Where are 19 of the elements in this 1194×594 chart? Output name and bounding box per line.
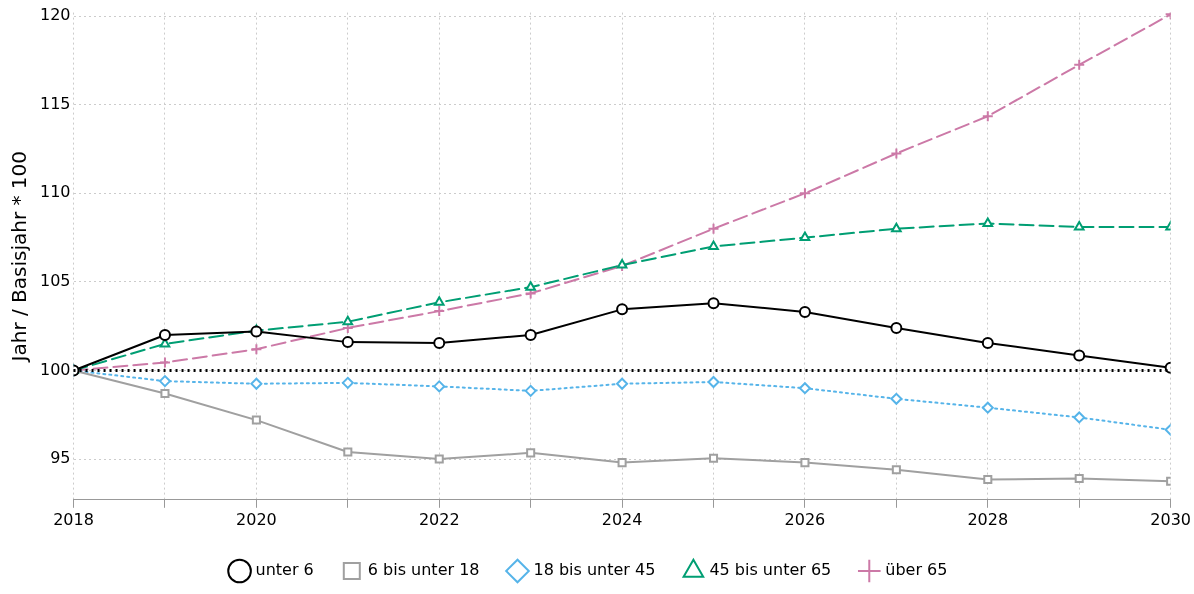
x-tick-label: 2030 [1150,509,1191,529]
x-tick-label: 2022 [418,509,460,529]
legend-label: unter 6 [255,560,314,580]
y-axis-title: Jahr / Basisjahr * 100 [7,150,32,364]
x-tick-label: 2028 [967,509,1009,529]
y-tick-label: 115 [39,93,71,113]
x-tick-label: 2024 [601,509,643,529]
legend-label: über 65 [885,560,948,580]
x-tick-label: 2018 [53,509,94,529]
legend-label: 18 bis unter 45 [533,560,656,580]
x-tick-label: 2020 [236,509,277,529]
x-tick-label: 2026 [784,509,826,529]
legend-label: 6 bis unter 18 [367,560,480,580]
y-tick-label: 110 [39,182,71,202]
y-tick-label: 105 [39,271,71,291]
y-tick-label: 100 [39,359,71,379]
y-tick-label: 120 [39,5,71,25]
legend-label: 45 bis unter 65 [709,560,832,580]
y-tick-label: 95 [50,448,71,468]
